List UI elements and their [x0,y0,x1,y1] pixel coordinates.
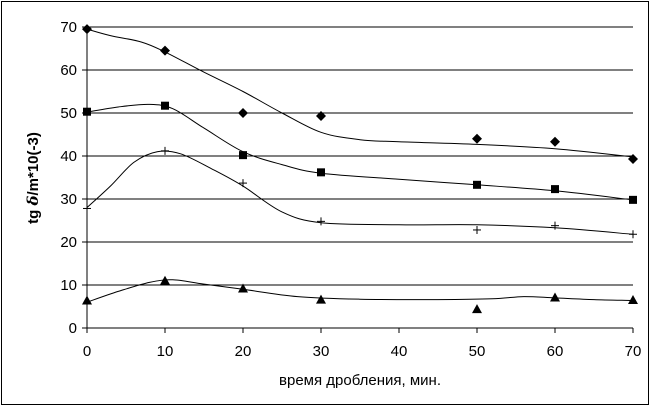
point-plus-3 [317,217,325,226]
y-tick-label-60: 60 [60,62,77,79]
point-diamond-1 [160,45,170,56]
point-square-1 [161,101,169,110]
y-axis-title-delta: δ [24,196,42,207]
gridlines [87,26,633,286]
y-tick-label-10: 10 [60,277,77,294]
y-tick-label-50: 50 [60,105,77,122]
y-axis-title-prefix: tg [25,206,42,224]
point-diamond-6 [628,154,638,165]
point-square-3 [317,168,325,177]
point-square-5 [551,185,559,194]
tick-labels: 0 10 20 30 40 50 60 70 0 10 20 30 40 50 60 70 [60,19,641,360]
x-tick-label-30: 30 [313,343,330,360]
point-plus-4 [473,225,481,234]
point-square-0 [83,107,91,116]
point-triangle-6 [628,295,638,305]
point-triangle-1 [160,275,170,285]
point-diamond-4 [472,133,482,144]
point-plus-5 [551,221,559,230]
point-square-6 [629,195,637,204]
y-tick-label-30: 30 [60,191,77,208]
x-tick-label-70: 70 [625,343,642,360]
point-triangle-0 [82,295,92,305]
point-square-2 [239,151,247,160]
point-diamond-3 [316,111,326,122]
x-tick-label-20: 20 [235,343,252,360]
point-triangle-3 [316,294,326,304]
point-plus-2 [239,179,247,188]
trend-line-diamond [86,28,634,158]
y-axis-title: tg δ/m*10(-3) [24,132,42,224]
y-axis-title-suffix: /m*10(-3) [25,132,42,195]
point-plus-6 [629,230,637,239]
trend-line-square [86,103,634,201]
point-plus-1 [161,146,169,155]
point-square-4 [473,180,481,189]
x-tick-label-10: 10 [157,343,174,360]
x-axis-title: время дробления, мин. [279,372,441,389]
point-diamond-0 [82,24,92,35]
y-tick-label-40: 40 [60,148,77,165]
axes [82,26,634,333]
point-triangle-5 [550,292,560,302]
x-tick-label-40: 40 [391,343,408,360]
point-triangle-2 [238,283,248,293]
point-diamond-2 [238,108,248,118]
data-markers [82,24,638,314]
trend-line-plus [86,150,634,235]
trend-line-triangle [86,279,634,303]
x-tick-label-50: 50 [469,343,486,360]
point-triangle-4 [472,304,482,314]
trend-lines [86,28,634,303]
x-tick-label-0: 0 [83,343,91,360]
y-tick-label-20: 20 [60,234,77,251]
point-plus-0 [83,204,91,213]
y-tick-label-0: 0 [69,320,77,337]
y-tick-label-70: 70 [60,19,77,36]
point-diamond-5 [550,136,560,147]
x-tick-label-60: 60 [547,343,564,360]
